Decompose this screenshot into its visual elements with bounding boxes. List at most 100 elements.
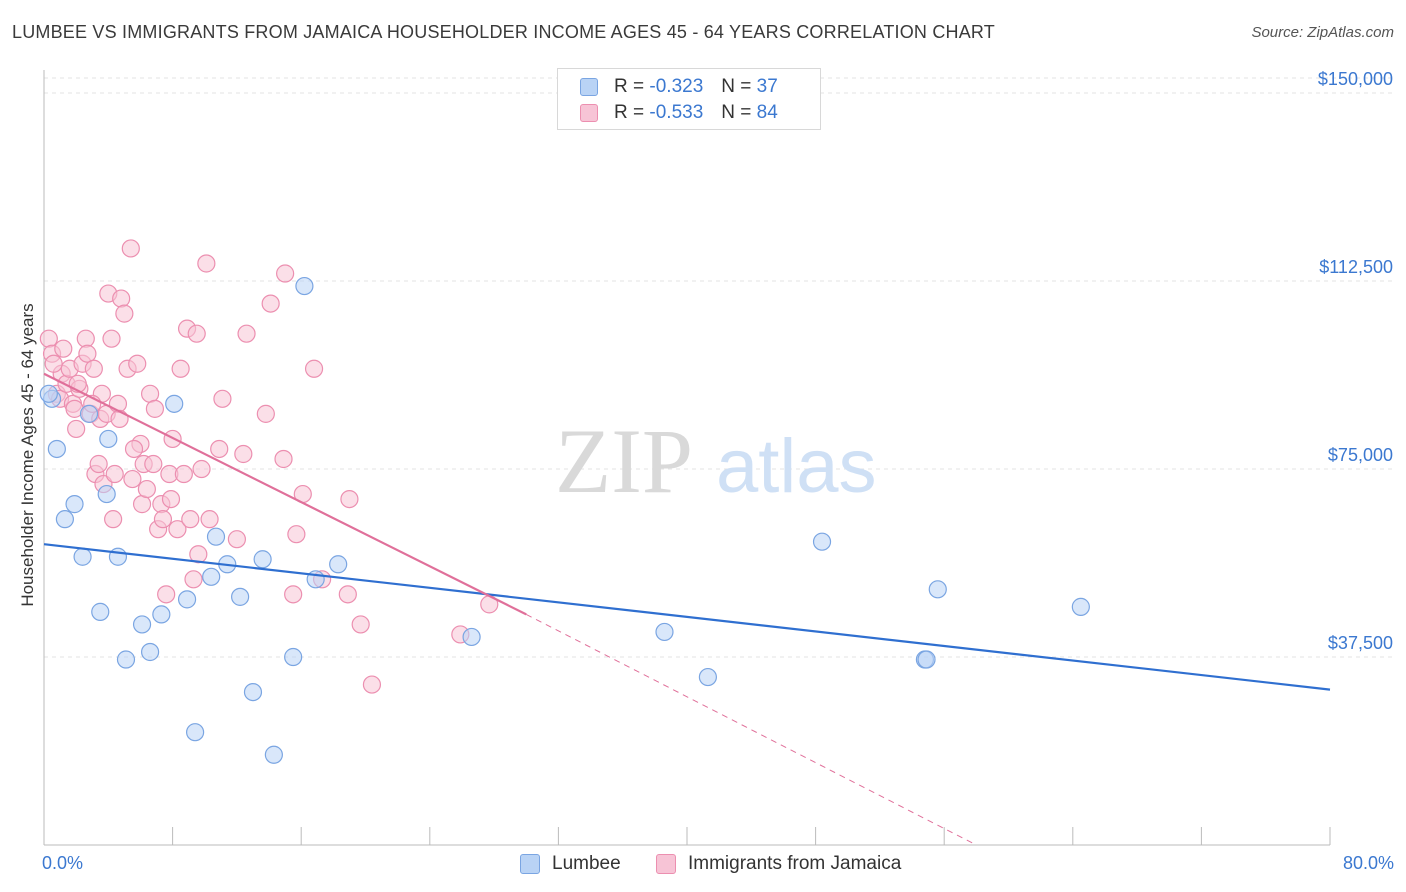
lumbee-point <box>655 622 674 642</box>
jamaica-point <box>140 384 160 403</box>
legend-swatch-lumbee <box>580 78 598 96</box>
lumbee-point <box>698 667 717 687</box>
legend-r-value-jamaica: -0.533 <box>649 102 704 123</box>
lumbee-point <box>47 439 66 459</box>
legend-n-label: N = <box>721 76 752 97</box>
bottom-swatch-lumbee <box>520 854 540 874</box>
jamaica-point <box>200 510 219 529</box>
lumbee-point <box>462 627 481 647</box>
jamaica-point <box>274 449 293 469</box>
jamaica-point <box>145 399 165 418</box>
lumbee-point <box>186 723 205 742</box>
jamaica-point <box>161 489 181 509</box>
jamaica-point <box>256 404 275 423</box>
lumbee-point <box>177 590 197 609</box>
lumbee-point <box>55 510 74 529</box>
jamaica-point <box>187 324 206 343</box>
y-tick-label: $75,000 <box>1328 445 1393 465</box>
bottom-legend-label-lumbee: Lumbee <box>552 853 621 874</box>
bottom-swatch-jamaica <box>656 854 676 874</box>
chart-title: LUMBEE VS IMMIGRANTS FROM JAMAICA HOUSEH… <box>12 22 995 42</box>
lumbee-points <box>39 276 1090 764</box>
axes <box>43 70 1331 846</box>
jamaica-point <box>102 329 121 348</box>
legend-row-jamaica: R = -0.533 N = 84 <box>580 101 778 125</box>
jamaica-point <box>340 489 359 509</box>
jamaica-point <box>110 409 129 428</box>
legend-r-label: R = <box>614 102 645 123</box>
jamaica-point <box>137 479 156 499</box>
lumbee-point <box>99 429 118 449</box>
jamaica-point <box>237 324 256 343</box>
jamaica-point <box>104 510 123 529</box>
lumbee-point <box>264 745 283 764</box>
jamaica-point <box>78 344 97 363</box>
jamaica-point <box>157 585 176 604</box>
jamaica-point <box>153 510 173 529</box>
grid-lines <box>44 77 1395 658</box>
jamaica-point <box>128 354 147 373</box>
jamaica-point <box>112 289 131 308</box>
jamaica-point <box>144 454 163 474</box>
lumbee-point <box>1071 597 1090 616</box>
jamaica-point <box>210 439 229 459</box>
jamaica-point <box>227 530 246 549</box>
y-tick-labels: $37,500 $75,000 $112,500 $150,000 <box>1318 69 1393 653</box>
lumbee-point <box>116 650 136 669</box>
source-credit: Source: ZipAtlas.com <box>1251 24 1394 41</box>
y-tick-label: $150,000 <box>1318 69 1393 89</box>
jamaica-points <box>39 239 499 694</box>
lumbee-point <box>329 555 348 574</box>
lumbee-point <box>284 647 303 667</box>
jamaica-point <box>276 264 295 283</box>
jamaica-point <box>213 389 232 408</box>
jamaica-point <box>84 359 103 378</box>
lumbee-point <box>132 615 152 634</box>
trend-lines <box>43 372 1331 846</box>
legend-swatch-jamaica <box>580 104 598 122</box>
jamaica-point <box>234 444 253 464</box>
jamaica-point <box>197 254 216 273</box>
lumbee-point <box>253 550 272 569</box>
lumbee-point <box>140 642 160 662</box>
x-tick-label-min: 0.0% <box>42 853 83 873</box>
watermark-atlas: atlas <box>716 424 877 509</box>
jamaica-point <box>76 329 95 348</box>
watermark: ZIP atlas <box>555 410 877 512</box>
watermark-zip: ZIP <box>555 410 693 512</box>
jamaica-trend-line <box>43 372 527 616</box>
jamaica-point <box>115 304 134 323</box>
lumbee-point <box>206 527 226 546</box>
legend-n-label: N = <box>721 102 752 123</box>
jamaica-point <box>362 675 382 694</box>
jamaica-point <box>105 464 124 484</box>
lumbee-point <box>39 384 58 403</box>
bottom-legend-jamaica: Immigrants from Jamaica <box>656 852 901 876</box>
jamaica-point <box>184 570 203 589</box>
legend-n-value-jamaica: 84 <box>756 102 778 123</box>
bottom-legend-lumbee: Lumbee <box>520 852 621 876</box>
jamaica-point <box>351 615 370 634</box>
jamaica-point <box>89 454 108 474</box>
lumbee-point <box>812 532 832 551</box>
jamaica-point <box>338 585 357 604</box>
jamaica-point <box>123 469 142 489</box>
jamaica-point <box>304 359 324 378</box>
lumbee-point <box>202 567 221 586</box>
lumbee-point <box>231 587 250 606</box>
jamaica-point <box>124 439 144 459</box>
lumbee-point <box>917 650 936 669</box>
jamaica-point <box>174 464 193 484</box>
jamaica-point <box>39 329 58 348</box>
lumbee-point <box>152 605 171 624</box>
lumbee-point <box>243 683 263 702</box>
jamaica-point <box>67 419 86 439</box>
legend: R = -0.323 N = 37 R = -0.533 N = 84 <box>557 68 821 130</box>
jamaica-point <box>181 510 200 529</box>
jamaica-point <box>54 339 73 358</box>
jamaica-point <box>132 495 152 514</box>
lumbee-point <box>91 602 110 621</box>
jamaica-point <box>261 294 280 313</box>
lumbee-point <box>165 394 184 413</box>
